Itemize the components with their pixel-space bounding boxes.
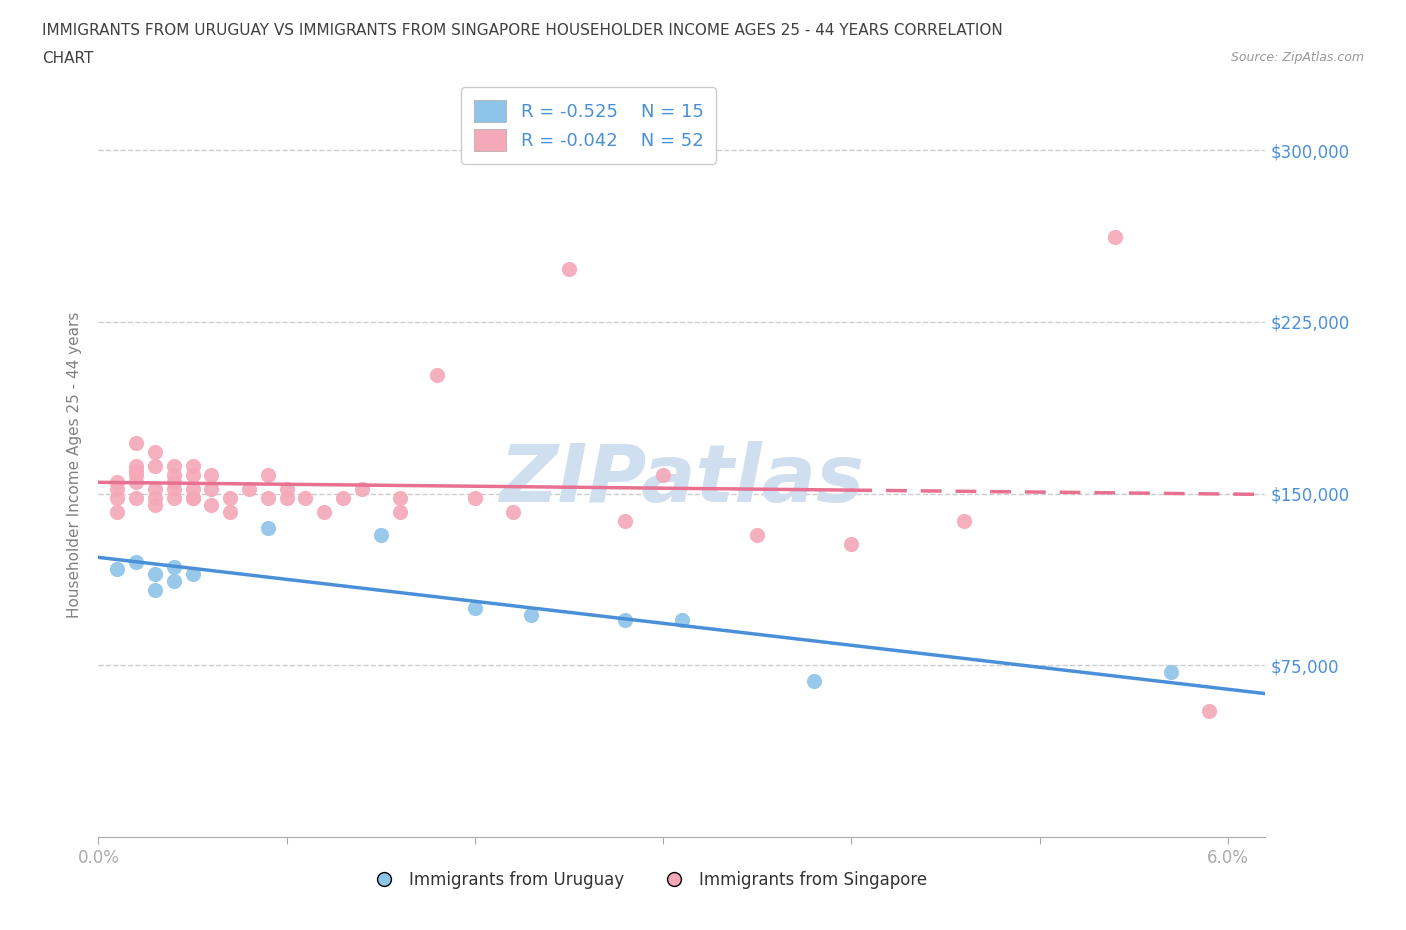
Point: [558, 262, 581, 277]
Point: [163, 573, 186, 588]
Point: [125, 463, 148, 478]
Point: [163, 458, 186, 473]
Point: [388, 491, 411, 506]
Point: [181, 458, 204, 473]
Point: [652, 468, 675, 483]
Point: [143, 582, 166, 597]
Point: [143, 482, 166, 497]
Point: [388, 504, 411, 519]
Text: Source: ZipAtlas.com: Source: ZipAtlas.com: [1230, 51, 1364, 64]
Text: IMMIGRANTS FROM URUGUAY VS IMMIGRANTS FROM SINGAPORE HOUSEHOLDER INCOME AGES 25 : IMMIGRANTS FROM URUGUAY VS IMMIGRANTS FR…: [42, 23, 1002, 38]
Point: [276, 482, 298, 497]
Point: [125, 555, 148, 570]
Point: [464, 601, 486, 616]
Point: [105, 474, 128, 489]
Point: [219, 491, 242, 506]
Point: [614, 513, 637, 528]
Point: [163, 468, 186, 483]
Point: [256, 468, 278, 483]
Point: [350, 482, 373, 497]
Point: [105, 491, 128, 506]
Point: [1160, 665, 1182, 680]
Point: [426, 367, 449, 382]
Y-axis label: Householder Income Ages 25 - 44 years: Householder Income Ages 25 - 44 years: [67, 312, 83, 618]
Point: [200, 468, 222, 483]
Point: [200, 482, 222, 497]
Point: [464, 491, 486, 506]
Point: [163, 474, 186, 489]
Point: [614, 612, 637, 627]
Point: [502, 504, 524, 519]
Point: [1198, 704, 1220, 719]
Point: [181, 491, 204, 506]
Point: [125, 436, 148, 451]
Point: [143, 491, 166, 506]
Point: [125, 468, 148, 483]
Point: [105, 504, 128, 519]
Text: CHART: CHART: [42, 51, 94, 66]
Point: [256, 491, 278, 506]
Point: [256, 521, 278, 536]
Legend: Immigrants from Uruguay, Immigrants from Singapore: Immigrants from Uruguay, Immigrants from…: [360, 864, 934, 896]
Point: [314, 504, 336, 519]
Point: [219, 504, 242, 519]
Point: [953, 513, 976, 528]
Point: [276, 491, 298, 506]
Point: [125, 474, 148, 489]
Point: [294, 491, 316, 506]
Point: [181, 491, 204, 506]
Point: [747, 527, 769, 542]
Point: [143, 445, 166, 459]
Point: [181, 482, 204, 497]
Point: [332, 491, 354, 506]
Point: [839, 537, 862, 551]
Point: [520, 607, 543, 622]
Point: [1104, 230, 1126, 245]
Point: [125, 458, 148, 473]
Point: [143, 458, 166, 473]
Point: [370, 527, 392, 542]
Point: [143, 566, 166, 581]
Point: [163, 560, 186, 575]
Point: [181, 566, 204, 581]
Point: [238, 482, 260, 497]
Point: [803, 674, 825, 689]
Point: [671, 612, 693, 627]
Point: [125, 491, 148, 506]
Point: [181, 468, 204, 483]
Text: ZIPatlas: ZIPatlas: [499, 441, 865, 519]
Point: [105, 482, 128, 497]
Point: [200, 498, 222, 512]
Point: [143, 498, 166, 512]
Point: [105, 562, 128, 577]
Point: [163, 491, 186, 506]
Point: [163, 482, 186, 497]
